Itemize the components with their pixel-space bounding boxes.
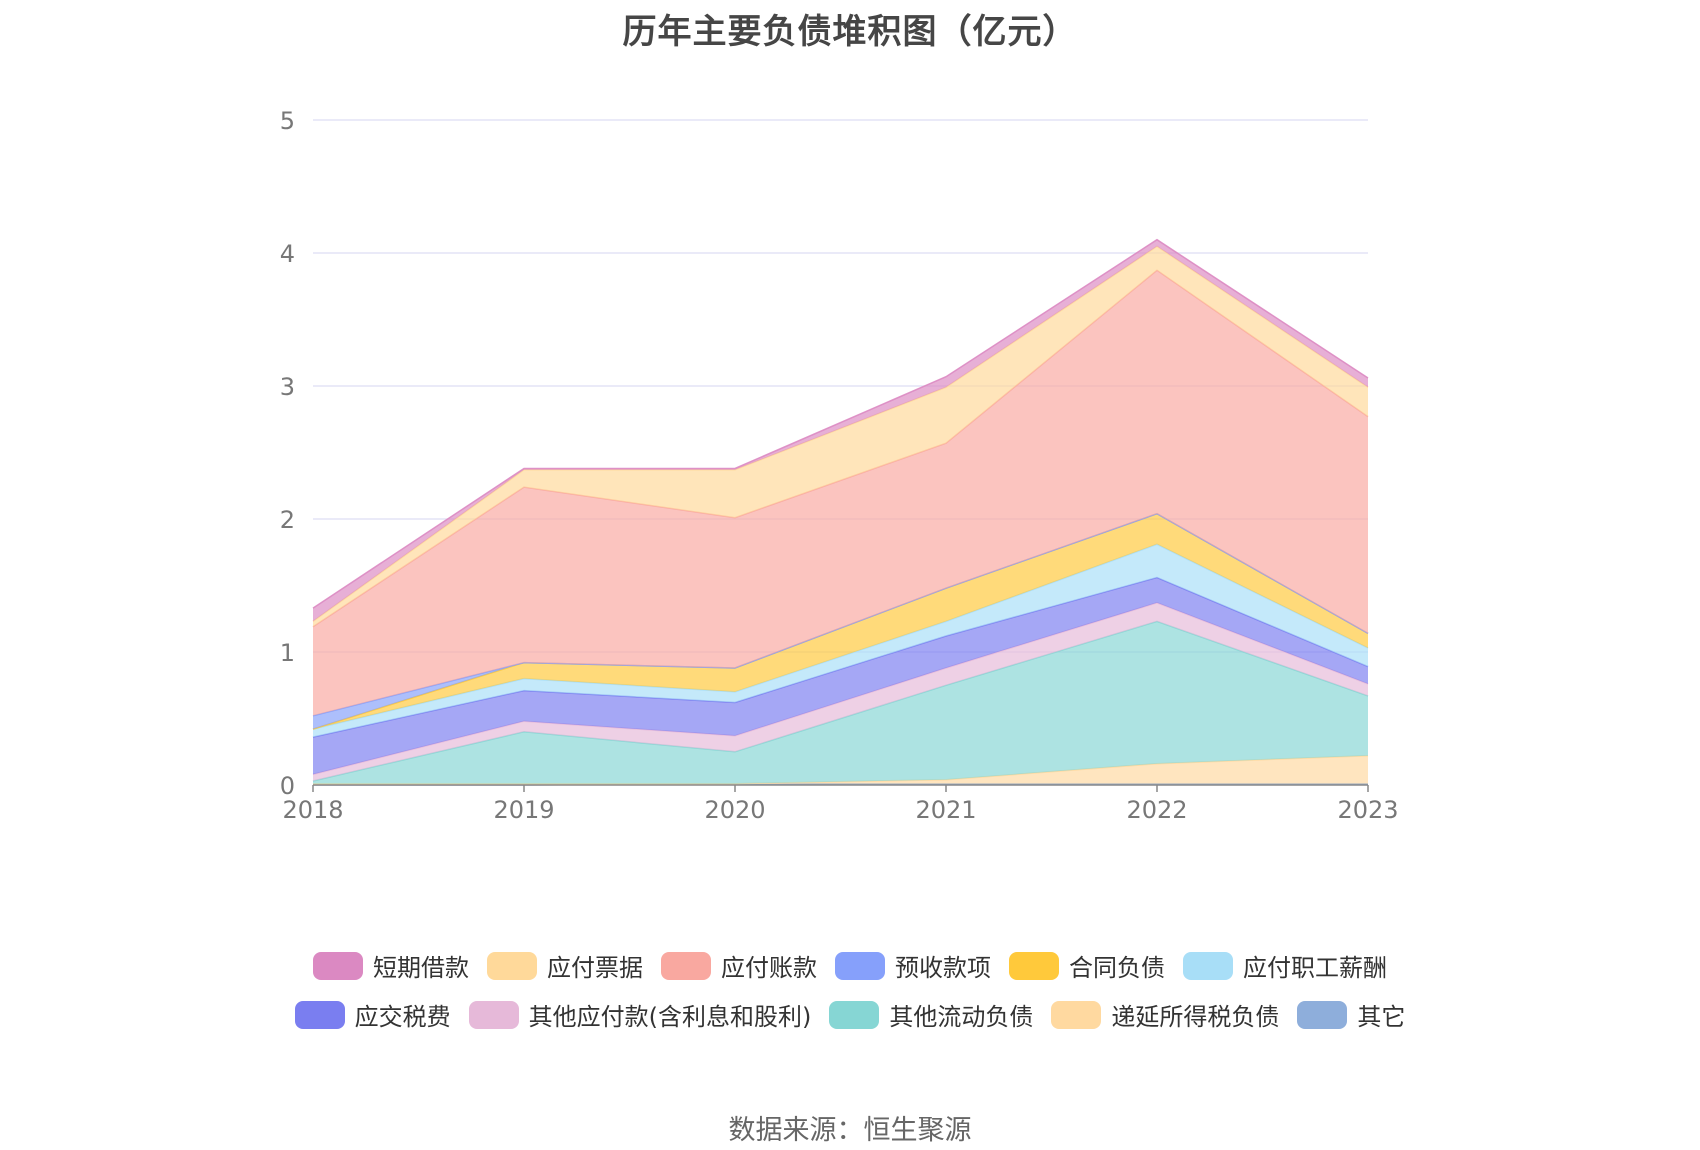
legend-swatch [1009,951,1059,980]
x-tick-label-2019: 2019 [493,796,554,824]
legend-label: 应付票据 [547,954,643,982]
area-series-6 [313,513,1368,730]
legend-swatch [294,1000,345,1029]
y-tick-label-1: 1 [280,639,295,667]
legend-swatch [835,951,885,980]
legend-swatch [487,951,537,980]
legend-item[interactable]: 应交税费 [294,997,451,1032]
area-series-4 [313,577,1368,775]
area-line-series-10 [312,238,1369,609]
legend-row-2: 应交税费 其他应付款(含利息和股利) 其他流动负债 递延所得税负债 其它 [0,997,1700,1032]
legend-row-1: 短期借款 应付票据 应付账款 预收款项 合同负债 应付职工薪酬 [0,948,1700,983]
legend-item[interactable]: 其他应付款(含利息和股利) [468,997,812,1032]
x-tick-label-2021: 2021 [915,796,976,824]
x-tick-label-2018: 2018 [282,796,343,824]
legend-item[interactable]: 其他流动负债 [829,997,1033,1032]
legend-swatch [1183,951,1233,980]
legend-item[interactable]: 应付账款 [661,948,817,983]
area-series-2 [313,621,1368,784]
data-source-note: 数据来源：恒生聚源 [728,1115,972,1146]
legend-label: 其它 [1357,1003,1406,1031]
legend-item[interactable]: 递延所得税负债 [1051,997,1279,1032]
legend-label: 递延所得税负债 [1111,1003,1280,1031]
x-tick-label-2022: 2022 [1126,796,1187,824]
legend-item[interactable]: 预收款项 [835,948,991,983]
legend-label: 应付职工薪酬 [1243,954,1387,982]
legend-item[interactable]: 短期借款 [313,948,469,983]
area-series-5 [313,544,1368,738]
legend-label: 应付账款 [721,954,817,982]
legend-item[interactable]: 合同负债 [1009,948,1165,983]
legend-label: 其他流动负债 [889,1003,1034,1031]
legend-swatch [1051,1000,1102,1029]
legend-label: 短期借款 [373,954,469,982]
area-series-9 [313,246,1368,627]
area-series-1 [313,755,1368,785]
stacked-area-chart: 0 1 2 3 4 5 2018 2019 2020 2021 2022 2023 [280,107,1399,824]
legend-item[interactable]: 其它 [1297,997,1405,1032]
legend-label: 应交税费 [354,1003,451,1031]
x-tick-label-2023: 2023 [1337,796,1398,824]
x-tick-label-2020: 2020 [704,796,765,824]
y-tick-label-5: 5 [280,107,295,135]
area-series-8 [313,270,1368,716]
y-tick-label-4: 4 [280,240,295,268]
legend-label: 预收款项 [895,954,991,982]
legend-item[interactable]: 应付职工薪酬 [1183,948,1387,983]
legend-label: 其他应付款(含利息和股利) [528,1003,812,1031]
legend-swatch [1297,1000,1348,1029]
area-series-3 [313,602,1368,781]
y-tick-label-0: 0 [280,772,295,800]
legend-label: 合同负债 [1069,954,1165,982]
legend-swatch [468,1000,519,1029]
y-tick-label-3: 3 [280,373,295,401]
legend-swatch [661,951,711,980]
y-tick-label-2: 2 [280,506,295,534]
legend-swatch [313,951,363,980]
legend-swatch [829,1000,880,1029]
legend-item[interactable]: 应付票据 [487,948,643,983]
chart-legend: 短期借款 应付票据 应付账款 预收款项 合同负债 应付职工薪酬 应交税费 其他应付款(含利息… [0,948,1700,1046]
chart-title: 历年主要负债堆积图（亿元） [622,12,1078,52]
